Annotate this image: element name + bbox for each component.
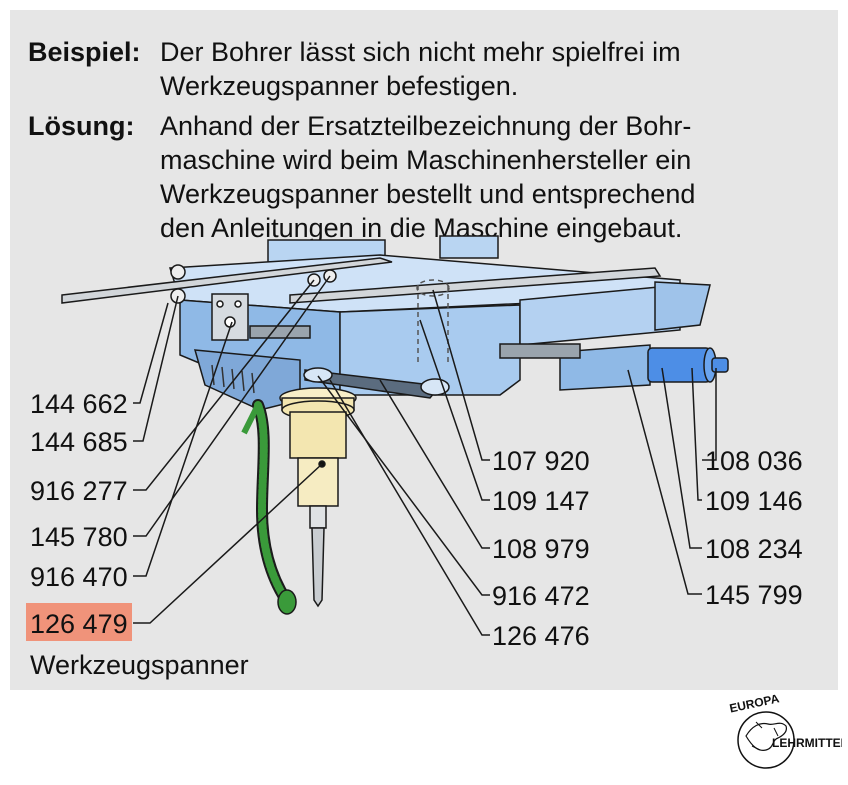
part-number-label: 145 799 bbox=[705, 580, 803, 610]
logo-top-text: EUROPA bbox=[728, 691, 781, 715]
part-number-label: 144 685 bbox=[30, 427, 128, 457]
highlighted-part-number: 126 479 bbox=[30, 609, 128, 639]
solution-line-2: maschine wird beim Maschinenhersteller e… bbox=[160, 145, 692, 175]
part-number-label: 107 920 bbox=[492, 446, 590, 476]
part-number-label: 109 146 bbox=[705, 486, 803, 516]
part-number-label: 916 472 bbox=[492, 581, 590, 611]
part-number-label: 108 234 bbox=[705, 534, 803, 564]
drill-chuck bbox=[279, 387, 357, 608]
part-number-label: 126 476 bbox=[492, 621, 590, 651]
leader-lines bbox=[133, 275, 717, 636]
drill-machine-diagram: 144 662 144 685 916 277 145 780 916 470 … bbox=[26, 235, 803, 680]
example-line-1: Der Bohrer lässt sich nicht mehr spielfr… bbox=[160, 37, 681, 67]
solution-line-4: den Anleitungen in die Maschine eingebau… bbox=[160, 213, 683, 243]
solution-label: Lösung: bbox=[28, 111, 135, 141]
part-number-label: 108 036 bbox=[705, 446, 803, 476]
example-label: Beispiel: bbox=[28, 37, 141, 67]
coolant-hose bbox=[241, 399, 297, 615]
example-line-2: Werkzeugspanner befestigen. bbox=[160, 71, 519, 101]
highlighted-part-name: Werkzeugspanner bbox=[30, 650, 249, 680]
part-number-label: 145 780 bbox=[30, 522, 128, 552]
part-number-label: 916 470 bbox=[30, 562, 128, 592]
solution-line-3: Werkzeugspanner bestellt und entsprechen… bbox=[160, 179, 696, 209]
solution-line-1: Anhand der Ersatzteilbezeichnung der Boh… bbox=[160, 111, 692, 141]
logo-right-text: LEHRMITTEL bbox=[772, 736, 842, 750]
part-number-label: 144 662 bbox=[30, 389, 128, 419]
machine-head bbox=[61, 235, 729, 411]
part-number-label: 109 147 bbox=[492, 486, 590, 516]
part-number-label: 916 277 bbox=[30, 476, 128, 506]
part-number-label: 108 979 bbox=[492, 534, 590, 564]
highlight-box bbox=[26, 603, 132, 641]
europa-lehrmittel-logo: EUROPA LEHRMITTEL bbox=[728, 691, 842, 769]
